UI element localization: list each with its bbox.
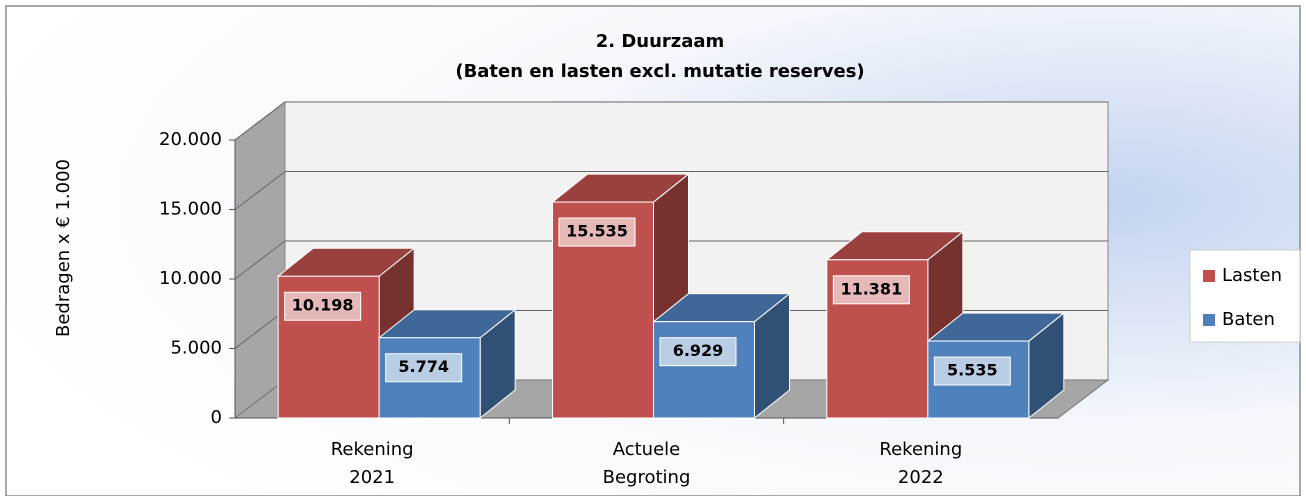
legend-label: Lasten xyxy=(1222,265,1282,286)
y-tick-label: 5.000 xyxy=(170,338,222,359)
grid-line xyxy=(234,240,286,280)
value-label: 10.198 xyxy=(292,296,354,315)
value-label: 15.535 xyxy=(566,222,628,241)
x-tick-label: Begroting xyxy=(603,467,691,488)
x-tick-label: Rekening xyxy=(331,439,414,460)
chart-subtitle: (Baten en lasten excl. mutatie reserves) xyxy=(455,61,864,82)
value-label-box xyxy=(933,356,1011,386)
grid-line xyxy=(234,310,286,349)
y-tick-label: 15.000 xyxy=(159,199,222,220)
y-axis-label: Bedragen x € 1.000 xyxy=(53,159,74,337)
value-label: 11.381 xyxy=(840,279,902,298)
legend-label: Baten xyxy=(1222,309,1275,330)
value-label: 5.774 xyxy=(398,357,449,376)
x-tick-label: Actuele xyxy=(613,439,681,460)
x-tick-label: 2021 xyxy=(349,467,395,488)
grid-line xyxy=(234,171,286,210)
bar xyxy=(653,321,755,419)
chart-title: 2. Duurzaam xyxy=(596,31,725,52)
y-tick-label: 20.000 xyxy=(159,129,222,150)
legend xyxy=(1189,249,1301,343)
value-label: 6.929 xyxy=(673,341,724,360)
value-label-box xyxy=(558,217,636,247)
value-label-box xyxy=(832,275,910,305)
value-label-box xyxy=(385,353,463,383)
x-tick-label: Rekening xyxy=(879,439,962,460)
value-label: 5.535 xyxy=(947,361,998,380)
legend-swatch xyxy=(1203,270,1215,282)
legend-swatch xyxy=(1203,314,1215,326)
y-tick-label: 0 xyxy=(211,407,222,428)
value-label-box xyxy=(659,337,737,367)
grid-line xyxy=(234,101,286,141)
y-tick-label: 10.000 xyxy=(159,268,222,289)
value-label-box xyxy=(284,291,362,321)
x-tick-label: 2022 xyxy=(898,467,944,488)
